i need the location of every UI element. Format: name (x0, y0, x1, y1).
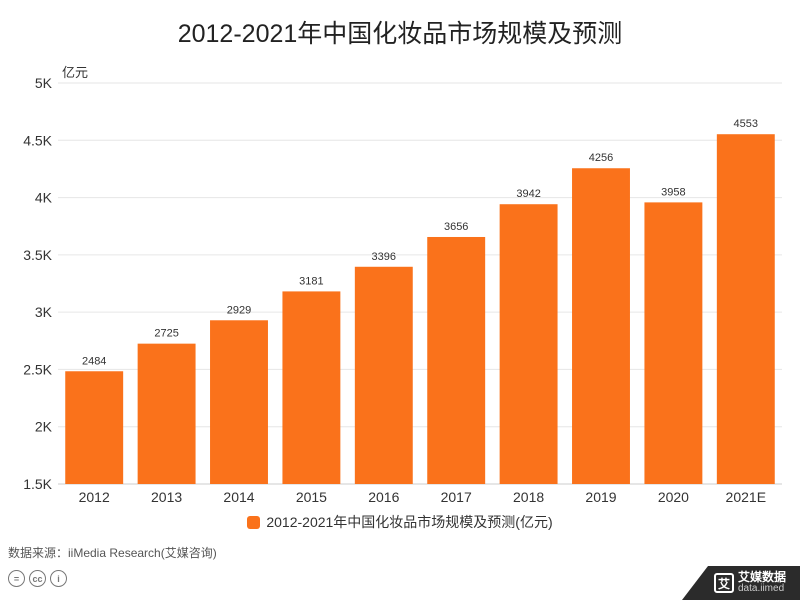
data-source: 数据来源：iiMedia Research(艾媒咨询) (8, 546, 217, 560)
legend-swatch (247, 515, 261, 529)
bar-2019[interactable] (572, 168, 630, 484)
cc-by-icon: i (50, 570, 67, 587)
data-label: 4256 (589, 152, 613, 164)
data-labels: 2484 2725 2929 3181 3396 3656 3942 4256 3958 4553 (82, 118, 758, 367)
x-tick-label: 2020 (658, 489, 689, 505)
data-label: 3958 (661, 186, 685, 198)
x-tick-label: 2012 (79, 489, 110, 505)
cc-icon: cc (29, 570, 46, 587)
legend-label: 2012-2021年中国化妆品市场规模及预测(亿元) (266, 514, 553, 530)
bar-chart: 亿元 1.5K 2K 2.5K 3K 3.5K 4K 4.5K 5K 2484 2725 2929… (23, 65, 782, 505)
x-tick-label: 2016 (368, 489, 399, 505)
y-tick-label: 4K (35, 190, 53, 206)
chart-title: 2012-2021年中国化妆品市场规模及预测 (177, 20, 623, 48)
data-label: 4553 (734, 118, 758, 130)
data-label: 3656 (444, 221, 468, 233)
bar-2013[interactable] (137, 343, 196, 484)
bar-2021E[interactable] (716, 134, 775, 484)
brand-url: data.iimed (738, 583, 785, 595)
brand-logo-icon: 艾 (714, 573, 734, 593)
data-label: 2929 (227, 304, 251, 316)
x-tick-label: 2015 (296, 489, 327, 505)
bar-2018[interactable] (499, 204, 558, 485)
brand-badge: 艾 艾媒数据 data.iimed (708, 566, 800, 600)
data-label: 2725 (154, 328, 178, 340)
brand-corner (682, 566, 708, 600)
y-axis-unit-label: 亿元 (62, 65, 88, 80)
bar-2012[interactable] (65, 371, 124, 484)
x-tick-label: 2019 (585, 489, 616, 505)
x-tick-label: 2017 (441, 489, 472, 505)
bar-2017[interactable] (427, 236, 486, 484)
data-label: 3942 (516, 188, 540, 200)
bar-2014[interactable] (210, 320, 268, 484)
cc-nd-icon: = (8, 570, 25, 587)
x-axis-ticks: 2012 2013 2014 2015 2016 2017 2018 2019 2020 2021… (79, 489, 766, 505)
y-tick-label: 1.5K (23, 476, 52, 492)
y-tick-label: 2K (35, 419, 53, 435)
brand-name: 艾媒数据 (738, 570, 787, 585)
data-label: 3396 (372, 251, 396, 263)
y-tick-label: 4.5K (23, 132, 52, 148)
x-tick-label: 2021E (726, 489, 766, 505)
y-tick-label: 2.5K (23, 361, 52, 377)
y-tick-label: 3.5K (23, 247, 52, 263)
x-tick-label: 2014 (223, 489, 254, 505)
legend[interactable]: 2012-2021年中国化妆品市场规模及预测(亿元) (0, 512, 800, 532)
bar-2016[interactable] (354, 266, 413, 484)
bar-2015[interactable] (282, 291, 341, 484)
y-axis-ticks: 1.5K 2K 2.5K 3K 3.5K 4K 4.5K 5K (23, 75, 52, 492)
x-tick-label: 2013 (151, 489, 182, 505)
y-tick-label: 5K (35, 75, 53, 91)
bars (65, 134, 775, 485)
data-label: 2484 (82, 355, 106, 367)
bar-2020[interactable] (644, 202, 703, 484)
license-icons: = cc i (8, 570, 67, 587)
x-tick-label: 2018 (513, 489, 544, 505)
data-label: 3181 (299, 275, 323, 287)
y-tick-label: 3K (35, 304, 53, 320)
